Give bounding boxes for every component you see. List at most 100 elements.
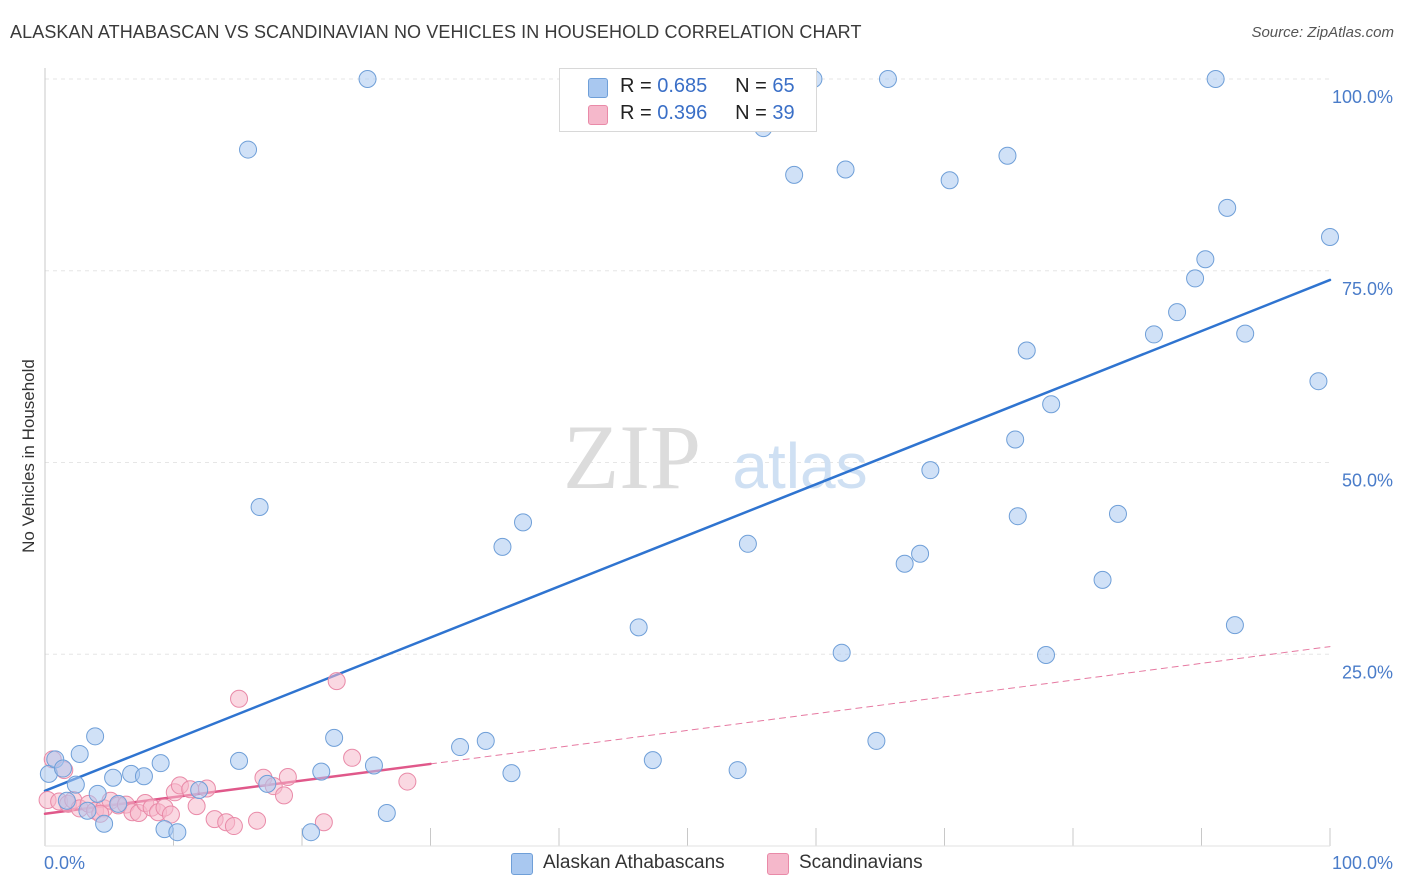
scandinavian-point <box>248 811 267 830</box>
athabascan-point <box>493 537 512 556</box>
scandinavian-point <box>398 772 417 791</box>
athabascan-point <box>1186 269 1205 288</box>
athabascan-point <box>1017 341 1036 360</box>
stats-legend: R = 0.685 N = 65 R = 0.396 N = 39 <box>559 68 817 132</box>
legend-n-value: 65 <box>772 75 795 97</box>
y-tick-label: 25.0% <box>1342 662 1393 682</box>
athabascan-point <box>151 754 170 773</box>
athabascan-point <box>1108 504 1127 523</box>
scandinavian-trendline <box>430 646 1331 765</box>
athabascan-point <box>921 461 940 480</box>
athabascan-point <box>836 160 855 179</box>
athabascan-point <box>230 751 249 770</box>
athabascan-point <box>940 171 959 190</box>
trendlines <box>43 278 1332 816</box>
athabascan-point <box>66 775 85 794</box>
athabascan-point <box>514 513 533 532</box>
athabascan-point <box>785 165 804 184</box>
tick-labels: 25.0% 50.0% 75.0% 100.0% 0.0% 100.0% <box>44 87 1393 873</box>
y-tick-label: 75.0% <box>1342 279 1393 299</box>
athabascan-point <box>109 794 128 813</box>
athabascan-point <box>832 643 851 662</box>
athabascan-point <box>1093 570 1112 589</box>
legend-n-value: 39 <box>772 102 795 124</box>
athabascan-point <box>377 804 396 823</box>
scandinavian-point <box>327 672 346 691</box>
axes <box>44 68 1331 847</box>
athabascan-point <box>451 738 470 757</box>
athabascan-point <box>998 146 1017 165</box>
chart-title: ALASKAN ATHABASCAN VS SCANDINAVIAN NO VE… <box>10 22 862 42</box>
athabascan-point <box>70 744 89 763</box>
legend-n-label: N = <box>735 75 767 97</box>
athabascan-point <box>1236 324 1255 343</box>
athabascan-point <box>358 70 377 88</box>
athabascan-point <box>1168 303 1187 322</box>
scandinavian-point <box>187 797 206 816</box>
athabascan-point <box>134 767 153 786</box>
athabascan-point <box>629 618 648 637</box>
athabascan-point <box>88 784 107 803</box>
athabascan-point <box>301 823 320 842</box>
athabascan-point <box>1008 507 1027 526</box>
athabascan-point <box>168 823 187 842</box>
athabascan-point <box>104 768 123 787</box>
athabascan-point <box>1042 395 1061 414</box>
athabascan-points <box>39 70 1339 842</box>
legend-r-label: R = <box>620 75 652 97</box>
athabascan-point <box>867 731 886 750</box>
legend-r-value: 0.396 <box>657 102 708 124</box>
bottom-legend-label: Scandinavians <box>799 852 923 873</box>
athabascan-point <box>878 70 897 88</box>
y-tick-label: 50.0% <box>1342 471 1393 491</box>
bottom-legend-swatch-blue <box>511 853 533 875</box>
watermark-zip: ZIP <box>563 406 701 508</box>
athabascan-point <box>502 764 521 783</box>
y-axis-label: No Vehicles in Household <box>19 359 38 553</box>
athabascan-point <box>258 774 277 793</box>
athabascan-trendline <box>43 278 1332 793</box>
scandinavian-point <box>230 689 249 708</box>
athabascan-point <box>1309 372 1328 391</box>
y-tick-label: 100.0% <box>1332 87 1393 107</box>
athabascan-point <box>53 759 72 778</box>
legend-swatch-pink <box>588 105 608 125</box>
legend-r-value: 0.685 <box>657 75 708 97</box>
scandinavian-point <box>278 767 297 786</box>
source-label: Source: ZipAtlas.com <box>1251 24 1394 41</box>
athabascan-point <box>312 762 331 781</box>
watermark: ZIP atlas <box>563 406 868 508</box>
x-tick-label: 100.0% <box>1332 853 1393 873</box>
x-tick-label: 0.0% <box>44 853 85 873</box>
athabascan-point <box>643 751 662 770</box>
athabascan-point <box>1196 250 1215 269</box>
athabascan-point <box>325 728 344 747</box>
scandinavian-point <box>275 786 294 805</box>
athabascan-point <box>1006 430 1025 449</box>
athabascan-point <box>738 534 757 553</box>
athabascan-point <box>1206 70 1225 88</box>
athabascan-point <box>1144 325 1163 344</box>
athabascan-point <box>364 756 383 775</box>
athabascan-point <box>190 781 209 800</box>
athabascan-point <box>911 544 930 563</box>
athabascan-point <box>250 497 269 516</box>
athabascan-point <box>239 140 258 159</box>
athabascan-point <box>728 761 747 780</box>
bottom-legend-swatch-pink <box>767 853 789 875</box>
athabascan-point <box>1037 646 1056 665</box>
scandinavian-point <box>343 748 362 767</box>
athabascan-point <box>78 801 97 820</box>
athabascan-point <box>57 791 76 810</box>
athabascan-point <box>895 554 914 573</box>
grid-lines <box>45 78 1330 655</box>
scandinavian-point <box>224 817 243 836</box>
scandinavian-point <box>314 813 333 832</box>
bottom-legend-label: Alaskan Athabascans <box>543 852 725 873</box>
athabascan-point <box>95 814 114 833</box>
legend-r-label: R = <box>620 102 652 124</box>
athabascan-point <box>86 727 105 746</box>
legend-swatch-blue <box>588 78 608 98</box>
athabascan-point <box>1218 198 1237 217</box>
